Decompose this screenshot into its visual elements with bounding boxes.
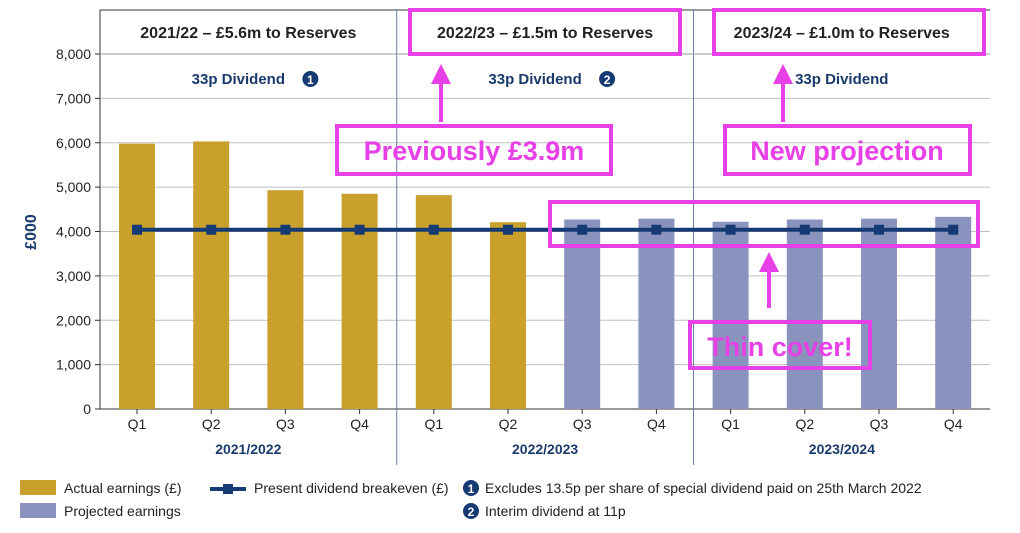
legend-projected-label: Projected earnings [64, 503, 181, 519]
dividend-label: 33p Dividend [488, 71, 581, 88]
y-tick-label: 4,000 [56, 224, 91, 240]
note1-marker-icon [463, 480, 479, 496]
bar-actual [267, 190, 304, 409]
x-tick-label: Q1 [721, 416, 740, 432]
new-projection-arrowhead [773, 64, 793, 84]
y-tick-label: 8,000 [56, 46, 91, 62]
new-projection-callout-text: New projection [750, 136, 944, 166]
legend: Actual earnings (£) Projected earnings P… [20, 480, 922, 519]
annotation-arrowheads [431, 64, 793, 272]
header-2022-23-highlight-box [408, 8, 682, 56]
x-tick-label: Q1 [424, 416, 443, 432]
legend-breakeven-marker [223, 484, 233, 494]
gridlines [95, 9, 990, 410]
x-tick-label: Q3 [573, 416, 592, 432]
x-tick-label: Q2 [202, 416, 221, 432]
projection-bars-highlight-box [548, 200, 980, 248]
breakeven-point [577, 224, 588, 235]
breakeven-point [132, 224, 142, 235]
x-tick-label: Q4 [350, 416, 369, 432]
x-tick-label: Q2 [795, 416, 814, 432]
legend-breakeven-label: Present dividend breakeven (£) [254, 480, 449, 496]
breakeven-point [354, 224, 365, 235]
x-tick-labels: Q1 Q2 Q3 Q4 Q1 Q2 Q3 Q4 Q1 Q2 Q3 Q4 [128, 409, 963, 432]
legend-projected-swatch [20, 503, 56, 518]
thin-cover-arrowhead [759, 252, 779, 272]
y-tick-label: 3,000 [56, 268, 91, 284]
y-tick-label: 6,000 [56, 135, 91, 151]
bar-projected [786, 219, 823, 409]
legend-actual-label: Actual earnings (£) [64, 480, 182, 496]
previously-arrowhead [431, 64, 451, 84]
note2-marker-number: 2 [468, 505, 475, 519]
note2-marker-icon [463, 503, 479, 519]
breakeven-point [799, 224, 810, 235]
bar-actual [119, 143, 155, 409]
bar-projected [861, 218, 897, 409]
thin-cover-callout-text: Thin cover! [707, 332, 853, 362]
thin-cover-callout-box [688, 320, 872, 370]
bar-projected [564, 219, 601, 409]
dividend-note-marker-icon [302, 71, 319, 87]
dividend-note-marker-number: 1 [307, 73, 314, 87]
x-tick-label: Q4 [944, 416, 963, 432]
breakeven-point [503, 224, 513, 235]
legend-actual-swatch [20, 480, 56, 495]
note2-text: Interim dividend at 11p [485, 503, 626, 519]
bar-projected [638, 218, 675, 409]
dividend-label: 33p Dividend [795, 71, 888, 88]
y-tick-label: 1,000 [56, 357, 91, 373]
group-label: 2023/2024 [809, 441, 875, 457]
breakeven-line [132, 224, 959, 235]
dividend-labels: 33p Dividend 1 33p Dividend 2 33p Dividend [192, 71, 888, 88]
note1-text: Excludes 13.5p per share of special divi… [485, 480, 922, 496]
x-tick-label: Q2 [499, 416, 518, 432]
breakeven-point [206, 224, 217, 235]
dividend-note-marker-number: 2 [604, 73, 611, 87]
period-headers: 2021/22 – £5.6m to Reserves 2022/23 – £1.… [140, 25, 950, 42]
group-labels: 2021/2022 2022/2023 2023/2024 [215, 441, 875, 457]
breakeven-point [874, 224, 884, 235]
x-tick-label: Q3 [870, 416, 889, 432]
new-projection-callout-box [723, 124, 972, 176]
breakeven-point [651, 224, 662, 235]
y-tick-label: 0 [83, 401, 91, 417]
group-label: 2021/2022 [215, 441, 281, 457]
y-tick-labels: 0 1,000 2,000 3,000 4,000 5,000 6,000 7,000 8,00… [56, 46, 91, 417]
previously-callout-box [335, 124, 613, 176]
period-header: 2023/24 – £1.0m to Reserves [734, 25, 950, 42]
breakeven-point [948, 224, 959, 235]
bar-actual [490, 222, 526, 409]
annotations [335, 8, 986, 370]
period-header: 2022/23 – £1.5m to Reserves [437, 25, 653, 42]
header-2023-24-highlight-box [712, 8, 986, 56]
y-tick-label: 7,000 [56, 90, 91, 106]
x-tick-label: Q3 [276, 416, 295, 432]
x-tick-label: Q1 [128, 416, 147, 432]
y-tick-label: 5,000 [56, 179, 91, 195]
breakeven-point [280, 224, 291, 235]
dividend-label: 33p Dividend [192, 71, 285, 88]
bars [119, 141, 972, 409]
bar-projected [712, 221, 749, 409]
bar-actual [193, 141, 230, 409]
period-header: 2021/22 – £5.6m to Reserves [140, 25, 356, 42]
y-axis-label: £000 [23, 214, 40, 250]
breakeven-point [428, 224, 439, 235]
y-tick-label: 2,000 [56, 312, 91, 328]
note1-marker-number: 1 [468, 482, 475, 496]
previously-callout-text: Previously £3.9m [364, 136, 585, 166]
breakeven-point [725, 224, 736, 235]
group-label: 2022/2023 [512, 441, 578, 457]
x-tick-label: Q4 [647, 416, 666, 432]
bar-projected [935, 216, 972, 409]
dividend-note-marker-icon [599, 71, 616, 87]
